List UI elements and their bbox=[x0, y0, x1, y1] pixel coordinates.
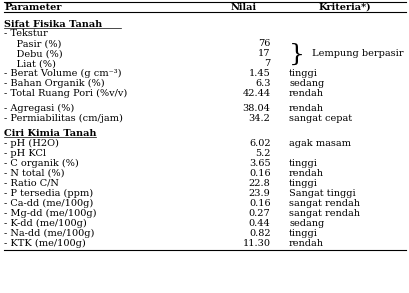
Text: - Bahan Organik (%): - Bahan Organik (%) bbox=[4, 79, 104, 88]
Text: 0.16: 0.16 bbox=[248, 199, 270, 208]
Text: sangat cepat: sangat cepat bbox=[288, 114, 351, 123]
Text: sedang: sedang bbox=[288, 79, 324, 88]
Text: tinggi: tinggi bbox=[288, 159, 317, 168]
Text: 0.27: 0.27 bbox=[248, 209, 270, 218]
Text: sangat rendah: sangat rendah bbox=[288, 199, 359, 208]
Text: 6.3: 6.3 bbox=[254, 79, 270, 88]
Text: Parameter: Parameter bbox=[4, 3, 61, 12]
Text: - Total Ruang Pori (%v/v): - Total Ruang Pori (%v/v) bbox=[4, 89, 127, 98]
Text: 0.82: 0.82 bbox=[248, 229, 270, 238]
Text: - N total (%): - N total (%) bbox=[4, 169, 65, 178]
Text: rendah: rendah bbox=[288, 104, 323, 113]
Text: Ciri Kimia Tanah: Ciri Kimia Tanah bbox=[4, 129, 97, 138]
Text: Nilai: Nilai bbox=[230, 3, 256, 12]
Text: - Na-dd (me/100g): - Na-dd (me/100g) bbox=[4, 229, 94, 238]
Text: Liat (%): Liat (%) bbox=[4, 59, 56, 68]
Text: Debu (%): Debu (%) bbox=[4, 50, 63, 58]
Text: sangat rendah: sangat rendah bbox=[288, 209, 359, 218]
Text: 5.2: 5.2 bbox=[254, 149, 270, 158]
Text: - P tersedia (ppm): - P tersedia (ppm) bbox=[4, 189, 93, 198]
Text: agak masam: agak masam bbox=[288, 139, 350, 148]
Text: - pH KCl: - pH KCl bbox=[4, 149, 46, 158]
Text: - Agregasi (%): - Agregasi (%) bbox=[4, 104, 74, 113]
Text: - Ratio C/N: - Ratio C/N bbox=[4, 179, 59, 188]
Text: }: } bbox=[288, 42, 304, 65]
Text: Kriteria*): Kriteria*) bbox=[317, 3, 370, 12]
Text: 38.04: 38.04 bbox=[242, 104, 270, 113]
Text: 23.9: 23.9 bbox=[248, 189, 270, 198]
Text: - Tekstur: - Tekstur bbox=[4, 30, 48, 38]
Text: - Permiabilitas (cm/jam): - Permiabilitas (cm/jam) bbox=[4, 114, 123, 123]
Text: 76: 76 bbox=[258, 40, 270, 48]
Text: tinggi: tinggi bbox=[288, 179, 317, 188]
Text: - KTK (me/100g): - KTK (me/100g) bbox=[4, 239, 85, 248]
Text: sedang: sedang bbox=[288, 219, 324, 228]
Text: tinggi: tinggi bbox=[288, 229, 317, 238]
Text: Sangat tinggi: Sangat tinggi bbox=[288, 189, 355, 198]
Text: - C organik (%): - C organik (%) bbox=[4, 159, 79, 168]
Text: - K-dd (me/100g): - K-dd (me/100g) bbox=[4, 219, 87, 228]
Text: 42.44: 42.44 bbox=[242, 89, 270, 98]
Text: rendah: rendah bbox=[288, 239, 323, 248]
Text: rendah: rendah bbox=[288, 169, 323, 178]
Text: 7: 7 bbox=[264, 59, 270, 68]
Text: - Ca-dd (me/100g): - Ca-dd (me/100g) bbox=[4, 199, 93, 208]
Text: 11.30: 11.30 bbox=[242, 239, 270, 248]
Text: 17: 17 bbox=[258, 50, 270, 58]
Text: 22.8: 22.8 bbox=[248, 179, 270, 188]
Text: 0.44: 0.44 bbox=[248, 219, 270, 228]
Text: Lempung berpasir: Lempung berpasir bbox=[311, 50, 402, 58]
Text: 3.65: 3.65 bbox=[248, 159, 270, 168]
Text: - Berat Volume (g cm⁻³): - Berat Volume (g cm⁻³) bbox=[4, 69, 121, 79]
Text: Sifat Fisika Tanah: Sifat Fisika Tanah bbox=[4, 20, 102, 28]
Text: 1.45: 1.45 bbox=[248, 69, 270, 78]
Text: tinggi: tinggi bbox=[288, 69, 317, 78]
Text: 0.16: 0.16 bbox=[248, 169, 270, 178]
Text: - pH (H2O): - pH (H2O) bbox=[4, 139, 59, 148]
Text: 6.02: 6.02 bbox=[248, 139, 270, 148]
Text: 34.2: 34.2 bbox=[248, 114, 270, 123]
Text: Pasir (%): Pasir (%) bbox=[4, 40, 61, 48]
Text: rendah: rendah bbox=[288, 89, 323, 98]
Text: - Mg-dd (me/100g): - Mg-dd (me/100g) bbox=[4, 209, 97, 218]
